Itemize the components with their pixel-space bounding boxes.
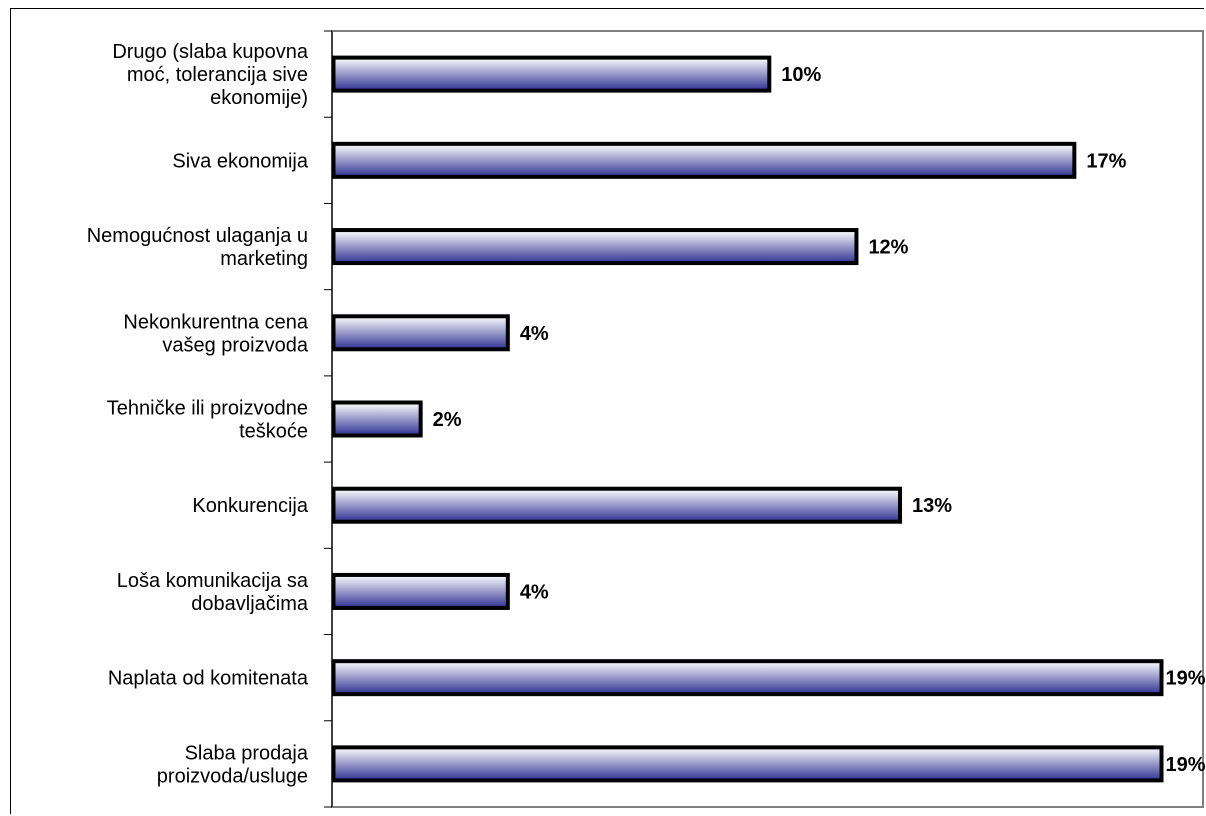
category-label: Siva ekonomija [172,150,309,172]
chart-frame [10,8,1204,814]
value-label: 19% [1166,754,1206,776]
category-label: Naplata od komitenata [108,668,309,690]
category-label: Nekonkurentna cena vašeg proizvoda [123,311,308,356]
bar [331,314,510,352]
value-label: 10% [781,64,821,86]
bar [331,228,859,266]
value-label: 17% [1086,150,1126,172]
value-label: 13% [912,495,952,517]
value-label: 19% [1166,668,1206,690]
bars [331,55,1164,783]
value-label: 12% [868,237,908,259]
category-label: Loša komunikacija sa dobavljačima [117,570,309,615]
bar [331,745,1164,783]
bar [331,400,423,438]
value-label: 4% [520,581,549,603]
value-label: 4% [520,323,549,345]
bar [331,572,510,610]
axis-ticks [324,30,332,808]
bar [331,141,1077,179]
category-label: Tehničke ili proizvodne teškoće [107,398,308,443]
category-label: Konkurencija [192,495,309,517]
value-label: 2% [433,409,462,431]
category-labels: Drugo (slaba kupovna moć, tolerancija siv… [87,41,309,787]
category-label: Slaba prodaja proizvoda/usluge [157,742,309,787]
bar [331,486,903,524]
category-label: Nemogućnost ulaganja u marketing [87,225,308,270]
category-label: Drugo (slaba kupovna moć, tolerancija siv… [112,41,309,109]
value-labels: 10% 17% 12% 4% 2% 13% 4% 19% 19% [433,64,1206,776]
bar [331,659,1164,697]
bar [331,55,772,93]
